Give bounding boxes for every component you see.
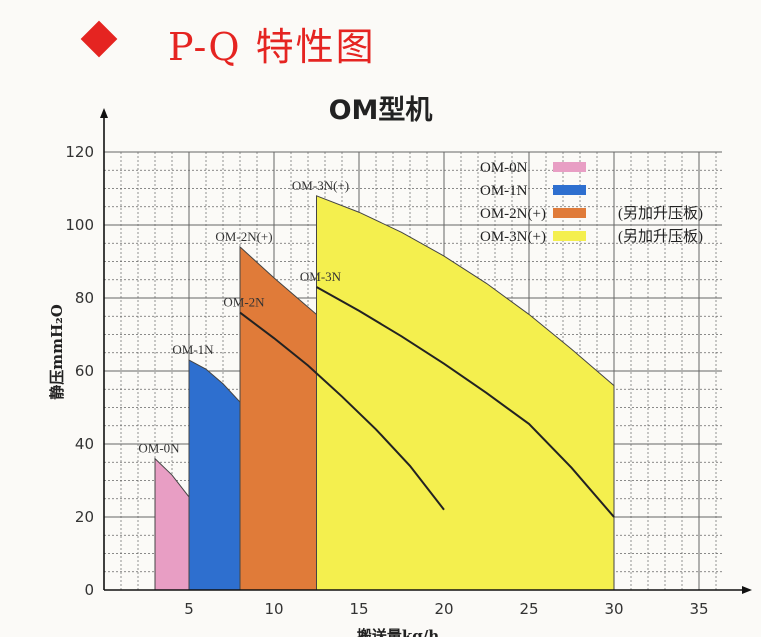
curve-label: OM-3N(+) (292, 178, 349, 193)
curve-om-3n (316, 286, 615, 518)
curve-label: OM-2N (223, 295, 265, 310)
y-tick-label: 100 (65, 216, 94, 234)
chart-title: OM型机 (328, 95, 433, 126)
y-tick-label: 20 (75, 508, 94, 526)
y-tick-label: 80 (75, 289, 94, 307)
page-heading: P-Q 特性图 (168, 25, 376, 69)
legend-label: OM-2N(+) (480, 206, 546, 222)
axes (100, 108, 752, 594)
legend-label: OM-0N (480, 160, 528, 176)
curve-label: OM-0N (138, 441, 180, 456)
curve-label: OM-1N (172, 342, 214, 357)
area-om-3n- (316, 195, 615, 591)
legend-label: OM-1N (480, 183, 528, 199)
curve-om-2n (239, 311, 445, 511)
x-axis-arrow-icon (742, 586, 752, 594)
x-tick-label: 30 (604, 600, 623, 618)
x-tick-label: 35 (689, 600, 708, 618)
x-tick-label: 20 (434, 600, 453, 618)
legend-swatch (553, 231, 586, 241)
y-tick-label: 120 (65, 143, 94, 161)
x-tick-label: 15 (349, 600, 368, 618)
chart-curves (239, 286, 615, 518)
x-tick-label: 10 (264, 600, 283, 618)
legend-label: OM-3N(+) (480, 229, 546, 245)
tick-labels: 0 20 40 60 80 100 120 5 10 15 20 25 30 35 (65, 143, 708, 618)
x-tick-label: 25 (519, 600, 538, 618)
y-tick-label: 60 (75, 362, 94, 380)
chart-areas (154, 195, 615, 591)
legend-swatch (553, 208, 586, 218)
legend-swatch (553, 185, 586, 195)
x-axis-label: 搬送量kg/h (357, 627, 439, 637)
legend-swatch (553, 162, 586, 172)
y-tick-label: 0 (84, 581, 94, 599)
curve-label: OM-3N (300, 269, 342, 284)
curve-labels: OM-0N OM-1N OM-2N(+) OM-2N OM-3N(+) OM-3N (138, 178, 349, 456)
y-axis-arrow-icon (100, 108, 108, 118)
x-tick-label: 5 (184, 600, 194, 618)
curve-label: OM-2N(+) (215, 229, 272, 244)
legend: OM-0N OM-1N OM-2N(+) (另加升压板) OM-3N(+) (另加升压板) (480, 160, 703, 245)
legend-note: (另加升压板) (618, 227, 703, 245)
legend-note: (另加升压板) (618, 204, 703, 222)
y-axis-label: 静压mmH₂O (48, 304, 66, 400)
y-tick-label: 40 (75, 435, 94, 453)
